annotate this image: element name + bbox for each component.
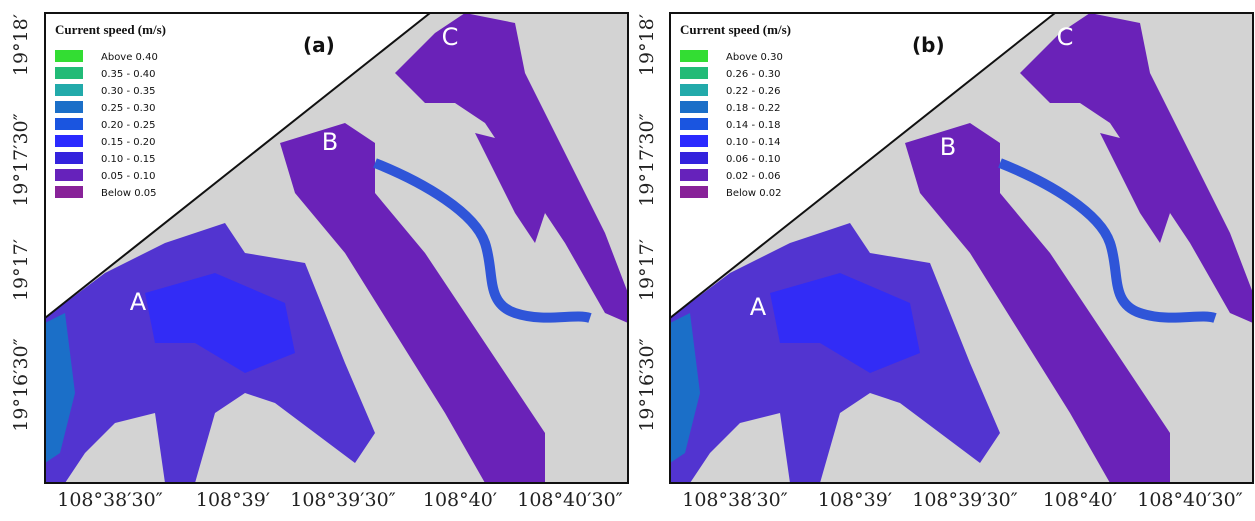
legend-swatch [680, 50, 708, 62]
legend-label: Below 0.02 [726, 188, 782, 199]
map-panel: Current speed (m/s) Above 0.40 0.35 - 0.40… [10, 13, 628, 511]
legend-swatch [55, 101, 83, 113]
x-tick-label: 108°40′ [423, 489, 497, 511]
legend-label: Above 0.40 [101, 52, 158, 63]
x-tick-label: 108°40′30″ [517, 489, 623, 511]
region-label: C [442, 23, 459, 51]
legend-swatch [680, 152, 708, 164]
legend-swatch [55, 67, 83, 79]
y-tick-label: 19°16′30″ [636, 338, 658, 431]
region-label: B [940, 133, 956, 161]
y-tick-label: 19°17′ [10, 239, 32, 301]
x-tick-label: 108°40′ [1043, 489, 1117, 511]
legend-swatch [680, 84, 708, 96]
y-tick-label: 19°17′30″ [636, 113, 658, 206]
legend-label: 0.06 - 0.10 [726, 154, 781, 165]
legend-label: 0.14 - 0.18 [726, 120, 781, 131]
coast-diagonal [669, 12, 1056, 319]
region-label: C [1057, 23, 1074, 51]
legend-label: 0.18 - 0.22 [726, 103, 781, 114]
y-tick-label: 19°17′30″ [10, 113, 32, 206]
region-label: A [750, 293, 767, 321]
x-tick-label: 108°39′30″ [290, 489, 396, 511]
legend-label: Below 0.05 [101, 188, 157, 199]
legend-label: 0.26 - 0.30 [726, 69, 781, 80]
legend-swatch [55, 50, 83, 62]
legend-swatch [55, 169, 83, 181]
x-tick-label: 108°39′30″ [912, 489, 1018, 511]
map-frame [44, 12, 629, 484]
legend-label: 0.10 - 0.15 [101, 154, 156, 165]
legend-label: 0.15 - 0.20 [101, 137, 156, 148]
y-tick-label: 19°17′ [636, 239, 658, 301]
y-tick-label: 19°18′ [10, 14, 32, 76]
legend-label: Above 0.30 [726, 52, 783, 63]
legend-swatch [680, 186, 708, 198]
legend-label: 0.10 - 0.14 [726, 137, 781, 148]
y-tick-label: 19°16′30″ [10, 338, 32, 431]
legend-swatch [55, 118, 83, 130]
legend-swatch [680, 67, 708, 79]
legend-label: 0.02 - 0.06 [726, 171, 781, 182]
legend-swatch [680, 169, 708, 181]
panel-label: (a) [303, 33, 335, 57]
legend-swatch [680, 118, 708, 130]
legend-swatch [680, 135, 708, 147]
map-panel: Current speed (m/s) Above 0.30 0.26 - 0.30… [636, 13, 1253, 511]
legend-swatch [55, 152, 83, 164]
x-tick-label: 108°39′ [818, 489, 892, 511]
panel-label: (b) [912, 33, 945, 57]
legend-swatch [680, 101, 708, 113]
x-tick-label: 108°39′ [196, 489, 270, 511]
legend-label: 0.30 - 0.35 [101, 86, 156, 97]
legend-label: 0.20 - 0.25 [101, 120, 156, 131]
legend-title: Current speed (m/s) [55, 22, 166, 37]
x-tick-label: 108°38′30″ [682, 489, 788, 511]
legend-swatch [55, 186, 83, 198]
legend-label: 0.22 - 0.26 [726, 86, 781, 97]
region-label: A [130, 288, 147, 316]
legend-label: 0.35 - 0.40 [101, 69, 156, 80]
legend-title: Current speed (m/s) [680, 22, 791, 37]
region-label: B [322, 128, 338, 156]
map-frame [669, 12, 1254, 484]
coast-diagonal [44, 12, 431, 319]
legend-swatch [55, 84, 83, 96]
legend-swatch [55, 135, 83, 147]
x-tick-label: 108°38′30″ [57, 489, 163, 511]
y-tick-label: 19°18′ [636, 14, 658, 76]
x-tick-label: 108°40′30″ [1137, 489, 1243, 511]
legend-label: 0.05 - 0.10 [101, 171, 156, 182]
legend-label: 0.25 - 0.30 [101, 103, 156, 114]
